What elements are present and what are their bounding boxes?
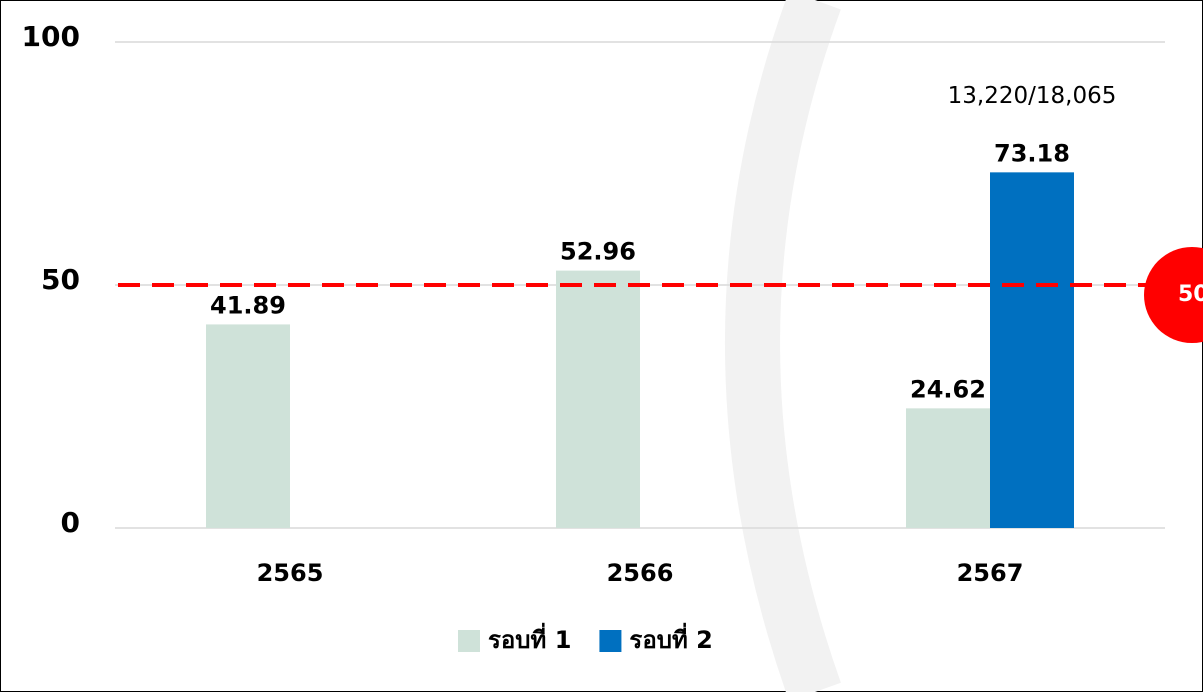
annotation: 13,220/18,065 [948,83,1117,109]
x-tick-label: 2565 [257,559,324,587]
legend-swatch [599,630,622,652]
legend-swatch [458,630,480,652]
data-label: 52.96 [560,238,636,266]
bar [556,270,640,528]
data-label: 73.18 [994,139,1070,167]
bar [990,172,1074,528]
reference-label: 50 [1178,282,1203,307]
y-tick-label: 100 [22,20,80,53]
legend-label: รอบที่ 2 [629,622,712,654]
legend-label: รอบที่ 1 [488,622,571,654]
data-label: 41.89 [210,291,286,319]
x-tick-label: 2567 [957,559,1024,587]
y-tick-label: 0 [61,506,80,539]
reference-badge [1144,247,1203,343]
bar [206,324,290,528]
background-arc [725,0,841,692]
y-tick-label: 50 [41,263,80,296]
x-tick-label: 2566 [607,559,674,587]
data-label: 24.62 [910,375,986,403]
bar [906,408,990,528]
